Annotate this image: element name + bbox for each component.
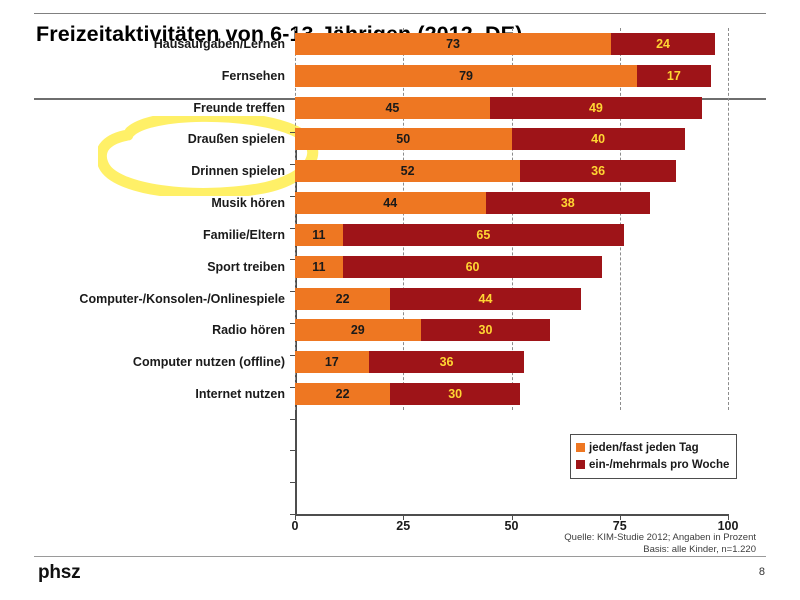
source-note-line1: Quelle: KIM-Studie 2012; Angaben in Proz… bbox=[564, 532, 756, 543]
bar-row: Freunde treffen 45 49 bbox=[193, 96, 728, 119]
y-tick bbox=[290, 482, 295, 484]
footer-divider bbox=[34, 556, 766, 557]
bar-segment-series-a: 45 bbox=[295, 96, 490, 119]
gridline-25 bbox=[403, 28, 405, 410]
legend-item-series-b: ein-/mehrmals pro Woche bbox=[576, 456, 729, 473]
y-tick bbox=[290, 291, 295, 293]
bar-segment-series-a: 17 bbox=[295, 351, 369, 374]
gridline-50 bbox=[511, 28, 513, 410]
y-tick bbox=[290, 450, 295, 452]
y-tick bbox=[290, 323, 295, 324]
bar-segment-series-a: 79 bbox=[295, 64, 638, 87]
bar-segment-series-a: 22 bbox=[295, 287, 391, 310]
bar-segment-series-b: 60 bbox=[342, 255, 603, 278]
bar-row: Internet nutzen 22 30 bbox=[195, 383, 728, 406]
gridline-75 bbox=[619, 28, 621, 410]
x-axis-label-75: 75 bbox=[612, 519, 627, 533]
bar-segment-series-a: 73 bbox=[295, 32, 612, 55]
x-axis-line bbox=[295, 514, 729, 516]
bars-container: Hausaufgaben/Lernen 73 24 Fernsehen 79 17 Freu… bbox=[79, 28, 729, 410]
bar-segment-series-a: 22 bbox=[295, 383, 391, 406]
source-note: Quelle: KIM-Studie 2012; Angaben in Proz… bbox=[564, 532, 756, 556]
bar-row: Draußen spielen 50 40 bbox=[188, 128, 728, 151]
x-tick-0 bbox=[295, 515, 296, 520]
category-label: Radio hören bbox=[212, 323, 285, 338]
legend-label-series-a: jeden/fast jeden Tag bbox=[589, 441, 699, 454]
category-label: Internet nutzen bbox=[195, 387, 285, 402]
x-axis-label-50: 50 bbox=[504, 519, 519, 533]
bar-segment-series-b: 36 bbox=[368, 351, 525, 374]
category-label: Fernsehen bbox=[221, 68, 285, 83]
x-tick-50 bbox=[511, 515, 513, 520]
bar-row: Hausaufgaben/Lernen 73 24 bbox=[154, 32, 728, 55]
chart-legend: jeden/fast jeden Tag ein-/mehrmals pro W… bbox=[570, 434, 738, 479]
category-label: Drinnen spielen bbox=[191, 164, 285, 179]
legend-swatch-series-b bbox=[576, 460, 585, 469]
bar-row: Computer-/Konsolen-/Onlinespiele 22 44 bbox=[79, 287, 728, 310]
bar-segment-series-a: 50 bbox=[295, 128, 512, 151]
y-tick bbox=[290, 227, 295, 229]
bar-segment-series-b: 65 bbox=[342, 223, 625, 246]
bar-segment-series-b: 24 bbox=[611, 32, 715, 55]
y-tick bbox=[290, 386, 295, 388]
source-note-line2: Basis: alle Kinder, n=1.220 bbox=[643, 544, 756, 555]
bar-row: Radio hören 29 30 bbox=[212, 319, 728, 342]
bar-segment-series-b: 17 bbox=[637, 64, 711, 87]
category-label: Draußen spielen bbox=[187, 132, 285, 147]
bar-row: Fernsehen 79 17 bbox=[222, 64, 728, 87]
category-label: Computer-/Konsolen-/Onlinespiele bbox=[79, 291, 285, 306]
y-tick bbox=[290, 514, 295, 515]
x-tick-25 bbox=[403, 515, 405, 520]
category-label: Sport treiben bbox=[207, 259, 285, 274]
y-tick bbox=[290, 195, 295, 197]
bar-segment-series-b: 30 bbox=[420, 319, 551, 342]
header-top-divider bbox=[34, 13, 766, 14]
x-axis-label-100: 100 bbox=[717, 519, 739, 533]
bar-segment-series-b: 49 bbox=[489, 96, 702, 119]
gridline-0 bbox=[295, 28, 296, 410]
legend-item-series-a: jeden/fast jeden Tag bbox=[576, 439, 729, 456]
bar-segment-series-b: 44 bbox=[390, 287, 581, 310]
gridline-100 bbox=[728, 28, 729, 410]
bar-row: Computer nutzen (offline) 17 36 bbox=[133, 351, 728, 374]
y-tick bbox=[290, 259, 295, 261]
bar-segment-series-a: 44 bbox=[295, 192, 486, 215]
category-label: Familie/Eltern bbox=[203, 227, 285, 242]
bar-segment-series-a: 11 bbox=[295, 223, 343, 246]
bar-segment-series-b: 30 bbox=[390, 383, 521, 406]
category-label: Computer nutzen (offline) bbox=[132, 355, 285, 370]
category-label: Musik hören bbox=[211, 196, 285, 211]
legend-label-series-b: ein-/mehrmals pro Woche bbox=[589, 458, 730, 471]
legend-swatch-series-a bbox=[576, 443, 585, 452]
category-label: Hausaufgaben/Lernen bbox=[153, 36, 285, 51]
bar-row: Familie/Eltern 11 65 bbox=[203, 223, 728, 246]
bar-segment-series-b: 36 bbox=[520, 160, 677, 183]
brand-logo: phsz bbox=[38, 562, 81, 583]
bar-segment-series-b: 40 bbox=[511, 128, 685, 151]
bar-segment-series-a: 29 bbox=[295, 319, 421, 342]
category-label: Freunde treffen bbox=[193, 100, 285, 115]
bar-segment-series-a: 11 bbox=[295, 255, 343, 278]
y-tick bbox=[290, 132, 295, 133]
y-tick bbox=[290, 163, 295, 165]
x-tick-100 bbox=[728, 515, 729, 520]
page-number: 8 bbox=[758, 566, 765, 578]
x-tick-75 bbox=[619, 515, 621, 520]
bar-row: Sport treiben 11 60 bbox=[207, 255, 728, 278]
x-axis-label-0: 0 bbox=[291, 519, 299, 533]
bar-segment-series-b: 38 bbox=[485, 192, 651, 215]
y-tick bbox=[290, 354, 295, 356]
y-tick bbox=[290, 418, 295, 420]
bar-row: Drinnen spielen 52 36 bbox=[191, 160, 728, 183]
bar-segment-series-a: 52 bbox=[295, 160, 521, 183]
bar-row: Musik hören 44 38 bbox=[211, 192, 728, 215]
x-axis-label-25: 25 bbox=[396, 519, 411, 533]
